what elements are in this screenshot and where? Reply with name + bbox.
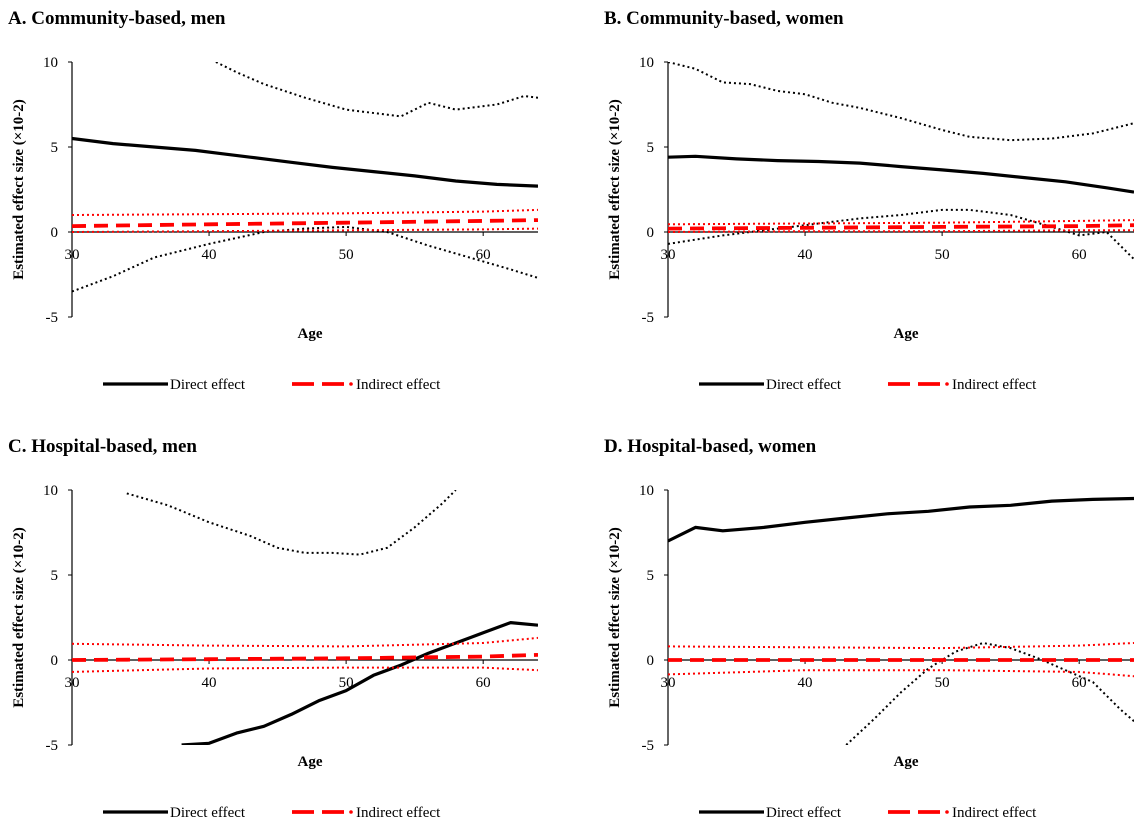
legend-indirect-label: Indirect effect — [952, 377, 1037, 393]
y-axis-label: Estimated effect size (×10-2) — [11, 99, 27, 280]
direct-ci-upper-line — [668, 62, 1134, 142]
series-group — [72, 62, 538, 293]
x-tick-label: 50 — [339, 247, 354, 263]
x-axis-label: Age — [894, 326, 919, 342]
direct-ci-lower-line — [72, 225, 538, 293]
y-axis-label: Estimated effect size (×10-2) — [607, 527, 623, 708]
x-tick-label: 30 — [65, 675, 80, 691]
legend-direct-label: Direct effect — [170, 805, 246, 821]
chart-b: B. Community-based, women -5 0 5 10 30 40 50 60 A… — [604, 8, 1134, 393]
x-tick-label: 60 — [476, 675, 491, 691]
chart-a: A. Community-based, men -5 0 5 10 30 40 50 60 Age… — [8, 8, 538, 393]
indirect-estimate-line — [72, 653, 538, 662]
y-tick-label: -5 — [46, 310, 59, 326]
y-tick-label: -5 — [642, 738, 655, 754]
chart-title: D. Hospital-based, women — [604, 436, 817, 457]
legend-indirect-label: Indirect effect — [952, 805, 1037, 821]
panel-b: B. Community-based, women -5 0 5 10 30 40 50 60 A… — [596, 0, 1137, 400]
indirect-ci-upper-line — [72, 636, 538, 648]
y-tick-label: 0 — [647, 653, 655, 669]
panel-a: A. Community-based, men -5 0 5 10 30 40 50 60 Age… — [0, 0, 560, 400]
direct-ci-upper-line — [215, 62, 538, 118]
x-axis-label: Age — [894, 754, 919, 770]
x-tick-label: 30 — [65, 247, 80, 263]
x-tick-label: 60 — [1072, 675, 1087, 691]
legend-indirect-swatch-dot — [349, 382, 353, 386]
indirect-estimate-line — [668, 223, 1134, 231]
y-tick-label: 0 — [51, 653, 59, 669]
series-group — [72, 490, 538, 745]
chart-title: B. Community-based, women — [604, 8, 844, 29]
indirect-ci-upper-line — [668, 642, 1134, 650]
y-tick-label: 10 — [639, 55, 654, 71]
direct-ci-lower-line — [668, 208, 1134, 260]
y-tick-label: 5 — [51, 140, 59, 156]
legend-indirect-swatch-dot — [945, 810, 949, 814]
indirect-ci-lower-line — [72, 666, 538, 673]
legend-indirect-swatch-dot — [349, 810, 353, 814]
legend-direct-label: Direct effect — [170, 377, 246, 393]
y-tick-label: 5 — [647, 568, 655, 584]
y-tick-label: -5 — [642, 310, 655, 326]
legend-direct-label: Direct effect — [766, 805, 842, 821]
x-axis-label: Age — [298, 754, 323, 770]
direct-estimate-line — [72, 136, 538, 188]
y-tick-label: 10 — [43, 483, 58, 499]
y-tick-label: 10 — [43, 55, 58, 71]
direct-estimate-line — [181, 621, 538, 745]
x-axis-label: Age — [298, 326, 323, 342]
chart-title: C. Hospital-based, men — [8, 436, 197, 457]
direct-estimate-line — [668, 496, 1134, 543]
x-tick-label: 40 — [202, 675, 217, 691]
x-tick-label: 40 — [798, 247, 813, 263]
indirect-ci-upper-line — [72, 208, 538, 216]
indirect-ci-upper-line — [668, 219, 1134, 226]
x-tick-label: 30 — [661, 675, 676, 691]
x-tick-label: 40 — [202, 247, 217, 263]
x-tick-label: 30 — [661, 247, 676, 263]
x-tick-label: 50 — [935, 675, 950, 691]
series-group — [668, 62, 1134, 260]
indirect-estimate-line — [72, 218, 538, 228]
y-tick-label: 0 — [647, 225, 655, 241]
x-tick-label: 60 — [476, 247, 491, 263]
legend-indirect-label: Indirect effect — [356, 805, 441, 821]
y-tick-label: 5 — [51, 568, 59, 584]
legend-indirect-swatch-dot — [945, 382, 949, 386]
y-tick-label: 10 — [639, 483, 654, 499]
x-tick-label: 40 — [798, 675, 813, 691]
x-tick-label: 50 — [935, 247, 950, 263]
y-tick-label: 5 — [647, 140, 655, 156]
direct-estimate-line — [668, 154, 1134, 194]
indirect-ci-lower-line — [668, 229, 1134, 233]
chart-d: D. Hospital-based, women -5 0 5 10 30 40 50 60 Ag… — [604, 436, 1134, 821]
legend-direct-label: Direct effect — [766, 377, 842, 393]
legend-indirect-label: Indirect effect — [356, 377, 441, 393]
indirect-ci-lower-line — [668, 669, 1134, 678]
direct-ci-lower-line — [845, 642, 1134, 745]
y-tick-label: 0 — [51, 225, 59, 241]
direct-ci-upper-line — [126, 490, 457, 556]
chart-title: A. Community-based, men — [8, 8, 226, 29]
panel-c: C. Hospital-based, men -5 0 5 10 30 40 50 60 Age E… — [0, 428, 560, 828]
indirect-ci-lower-line — [72, 227, 538, 233]
series-group — [668, 496, 1134, 745]
y-axis-label: Estimated effect size (×10-2) — [11, 527, 27, 708]
x-tick-label: 60 — [1072, 247, 1087, 263]
y-axis-label: Estimated effect size (×10-2) — [607, 99, 623, 280]
panel-d: D. Hospital-based, women -5 0 5 10 30 40 50 60 Ag… — [596, 428, 1137, 828]
y-tick-label: -5 — [46, 738, 59, 754]
